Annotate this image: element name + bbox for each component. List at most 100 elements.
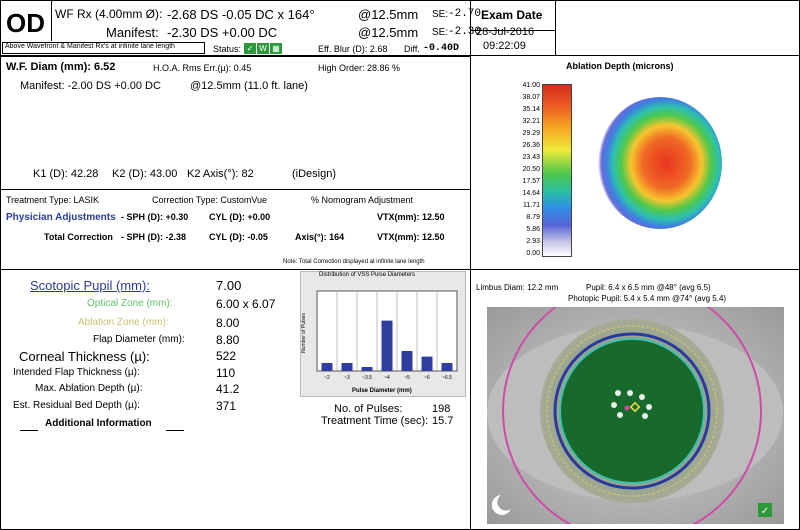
ablation-scale-bar <box>542 84 572 257</box>
correction-type: Correction Type: CustomVue <box>152 195 268 205</box>
phys-label: Physician Adjustments <box>6 212 116 223</box>
corneal-thickness-label: Corneal Thickness (µ): <box>19 349 150 364</box>
pulse-bar <box>321 363 333 371</box>
pupil-ring <box>553 332 711 490</box>
eff-blur: Eff. Blur (D): 2.68 <box>318 44 388 54</box>
reflection-dot <box>615 390 621 396</box>
ablation-zone-label: Ablation Zone (mm): <box>78 317 169 328</box>
scale-label: 14.64 <box>522 190 540 197</box>
wf-k1: K1 (D): 42.28 <box>33 168 99 180</box>
se1-value: -2.70 <box>448 8 482 20</box>
pulse-tick-label: ~6.5 <box>442 375 452 381</box>
note-left: Above Wavefront & Manifest Rx's at infin… <box>5 43 175 50</box>
phys-cyl: CYL (D): +0.00 <box>209 212 271 222</box>
reflection-dot <box>639 394 645 400</box>
pulse-bar <box>341 363 353 371</box>
time-label: Treatment Time (sec): <box>321 415 429 427</box>
scale-label: 8.79 <box>526 214 540 221</box>
wf-manifest-at: @12.5mm (11.0 ft. lane) <box>190 80 308 92</box>
exam-date-label: Exam Date <box>481 8 543 22</box>
manifest-vertex: @12.5mm <box>358 25 419 40</box>
scotopic-pupil-value: 7.00 <box>216 278 242 293</box>
status-label: Status: <box>213 44 242 54</box>
wf-rx-label: WF Rx (4.00mm Ø): <box>55 7 163 21</box>
pulse-chart: ~2 ~3 ~3.5 ~4 ~5 ~6 ~6.5 <box>316 290 458 381</box>
flap-diameter-label: Flap Diameter (mm): <box>93 334 185 345</box>
ablation-title: Ablation Depth (microns) <box>566 61 674 71</box>
photopic-pupil: Photopic Pupil: 5.4 x 5.4 mm @74° (avg 5… <box>568 294 727 303</box>
optical-zone-label: Optical Zone (mm): <box>87 298 173 309</box>
wf-k2axis: K2 Axis(°): 82 <box>187 168 254 180</box>
ablation-map <box>598 97 722 229</box>
pulse-bar <box>441 363 453 371</box>
scale-label: 38.07 <box>522 94 540 101</box>
diff-label: Diff. <box>404 44 420 54</box>
pupil-measure: Pupil: 6.4 x 6.5 mm @48° (avg 6.5) <box>586 283 711 292</box>
pulse-chart-xlabel: Pulse Diameter (mm) <box>352 388 412 394</box>
additional-info[interactable]: Additional Information <box>45 418 152 429</box>
total-vtx: VTX(mm): 12.50 <box>377 232 445 242</box>
total-label: Total Correction <box>44 232 113 242</box>
pulse-chart-ylabel: Number of Pulses <box>300 313 307 353</box>
pulse-bar <box>401 351 413 371</box>
photopic-ring <box>559 338 705 484</box>
limbus-ring <box>502 307 762 524</box>
pulse-tick-label: ~3.5 <box>362 375 372 381</box>
pulses-label: No. of Pulses: <box>334 403 403 415</box>
residual-bed-label: Est. Residual Bed Depth (µ): <box>13 400 140 411</box>
se2-label: SE: <box>432 27 449 38</box>
scale-label: 29.29 <box>522 130 540 137</box>
reflection-dot <box>611 402 617 408</box>
scale-label: 32.21 <box>522 118 540 125</box>
wf-k2: K2 (D): 43.00 <box>112 168 178 180</box>
scale-label: 20.50 <box>522 166 540 173</box>
eye-photo: ✓ <box>487 307 784 524</box>
pulse-bar <box>381 320 393 371</box>
total-axis: Axis(°): 164 <box>295 232 345 242</box>
additional-info-rule-right <box>166 430 184 431</box>
eye-label-divider <box>51 0 52 41</box>
exam-date: 28-Jul-2016 <box>476 26 535 38</box>
scale-label: 17.57 <box>522 178 540 185</box>
pulse-tick-label: ~3 <box>344 375 350 381</box>
wf-hoa: H.O.A. Rms Err.(µ): 0.45 <box>153 63 252 73</box>
corneal-thickness-value: 522 <box>216 349 237 363</box>
status-grid-icon: ▦ <box>270 43 282 54</box>
scale-label: 11.71 <box>523 202 540 209</box>
reflection-dot <box>617 412 623 418</box>
ablation-profile <box>598 97 722 229</box>
total-cyl: CYL (D): -0.05 <box>209 232 268 242</box>
phys-sph: - SPH (D): +0.30 <box>121 212 189 222</box>
flap-diameter-value: 8.80 <box>216 333 240 347</box>
scale-label: 0.00 <box>526 250 540 257</box>
flap-thickness-value: 110 <box>216 366 236 380</box>
ablation-zone-ring <box>546 325 718 497</box>
pulse-chart-title: Distribution of VSS Pulse Diameters <box>319 272 416 278</box>
manifest-value: -2.30 DS +0.00 DC <box>167 25 278 40</box>
eye-label: OD <box>6 8 45 38</box>
pulse-tick-label: ~2 <box>324 375 330 381</box>
treatment-type: Treatment Type: LASIK <box>6 195 100 205</box>
ablation-zone-value: 8.00 <box>216 316 240 330</box>
pulse-tick-label: ~4 <box>384 375 390 381</box>
status-ok-icon: ✓ <box>244 43 256 54</box>
scale-label: 23.43 <box>522 154 540 161</box>
pupil-center-marker <box>624 405 630 411</box>
additional-info-rule-left <box>20 430 38 431</box>
nomogram: % Nomogram Adjustment <box>311 195 414 205</box>
wf-idesign: (iDesign) <box>292 168 337 180</box>
pulse-bar <box>361 367 373 371</box>
status-wavefront-icon: W <box>257 43 269 54</box>
pulse-tick-label: ~6 <box>424 375 430 381</box>
pulses-value: 198 <box>432 403 451 415</box>
se1-label: SE: <box>432 9 449 20</box>
time-value: 15.7 <box>432 415 454 427</box>
ablation-scale-labels: 41.00 38.07 35.14 32.21 29.29 26.36 23.4… <box>508 82 540 257</box>
status-green-glyph: ✓ <box>761 506 769 517</box>
se2-value: -2.30 <box>448 26 482 38</box>
treatment-note: Note: Total Correction displayed at infi… <box>283 259 425 265</box>
wf-high-order: High Order: 28.86 % <box>318 63 401 73</box>
wf-diam: W.F. Diam (mm): 6.52 <box>6 61 116 73</box>
scale-label: 35.14 <box>522 106 540 113</box>
wf-rx-value: -2.68 DS -0.05 DC x 164° <box>167 7 315 22</box>
